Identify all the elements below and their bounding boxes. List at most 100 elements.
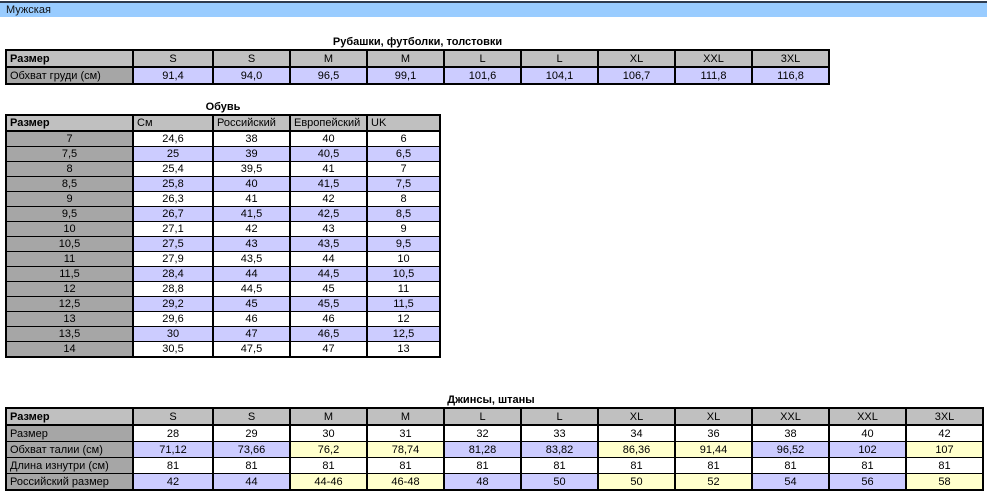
- data-cell: 34: [597, 424, 676, 442]
- data-cell: 101,6: [443, 66, 522, 85]
- data-cell: 7: [366, 161, 441, 177]
- data-cell: 47: [212, 326, 291, 342]
- shirts-table-title: Рубашки, футболки, толстовки: [332, 36, 503, 48]
- data-cell: 44,5: [289, 266, 368, 282]
- column-header-cell: L: [443, 407, 522, 426]
- data-cell: 41,5: [212, 206, 291, 222]
- column-header-cell: L: [520, 407, 599, 426]
- data-cell: 6: [366, 130, 441, 147]
- row-label-cell: 8: [5, 161, 134, 177]
- corner-header-cell: Размер: [5, 114, 134, 132]
- data-cell: 13: [366, 341, 441, 358]
- data-cell: 106,7: [597, 66, 676, 85]
- data-cell: 25,4: [132, 161, 214, 177]
- data-cell: 96,52: [751, 441, 830, 458]
- data-cell: 29: [212, 424, 291, 442]
- column-header-cell: XXL: [828, 407, 907, 426]
- table-row: 9,5 26,7 41,5 42,5 8,5: [5, 206, 441, 222]
- data-cell: 44: [212, 266, 291, 282]
- row-label-cell: 9: [5, 191, 134, 207]
- data-cell: 73,66: [212, 441, 291, 458]
- column-header-cell: M: [366, 49, 445, 68]
- row-label-cell: Длина изнутри (см): [5, 457, 134, 474]
- data-cell: 81: [520, 457, 599, 474]
- data-cell: 28,8: [132, 281, 214, 297]
- data-cell: 47,5: [212, 341, 291, 358]
- jeans-table-title: Джинсы, штаны: [447, 394, 535, 406]
- header-row: Размер S S M M L L XL XL XXL XXL 3XL: [5, 407, 984, 426]
- data-cell: 38: [212, 130, 291, 147]
- data-cell: 9,5: [366, 236, 441, 252]
- table-row: 10,5 27,5 43 43,5 9,5: [5, 236, 441, 252]
- data-cell: 107: [905, 441, 984, 458]
- data-cell: 81: [132, 457, 214, 474]
- sheet-header-label: Мужская: [6, 4, 51, 16]
- data-cell: 43,5: [289, 236, 368, 252]
- column-header-cell: S: [212, 407, 291, 426]
- table-row: 14 30,5 47,5 47 13: [5, 341, 441, 358]
- column-header-cell: S: [132, 407, 214, 426]
- data-cell: 25,8: [132, 176, 214, 192]
- data-cell: 47: [289, 341, 368, 358]
- table-row: Обхват груди (см) 91,4 94,0 96,5 99,1 101,6 10…: [5, 66, 830, 85]
- row-label-cell: 13,5: [5, 326, 134, 342]
- column-header-cell: XXL: [751, 407, 830, 426]
- data-cell: 26,3: [132, 191, 214, 207]
- shoes-table: Размер См Российский Европейский UK 7 24,6 38 40…: [5, 114, 441, 358]
- table-row: 12 28,8 44,5 45 11: [5, 281, 441, 297]
- column-header-cell: XL: [674, 407, 753, 426]
- column-header-cell: M: [289, 49, 368, 68]
- column-header-cell: XXL: [674, 49, 753, 68]
- data-cell: 33: [520, 424, 599, 442]
- data-cell: 81: [751, 457, 830, 474]
- data-cell: 27,1: [132, 221, 214, 237]
- data-cell: 27,9: [132, 251, 214, 267]
- data-cell: 43,5: [212, 251, 291, 267]
- row-label-cell: 14: [5, 341, 134, 358]
- data-cell: 58: [905, 473, 984, 491]
- data-cell: 30: [289, 424, 368, 442]
- data-cell: 32: [443, 424, 522, 442]
- table-row: 11,5 28,4 44 44,5 10,5: [5, 266, 441, 282]
- data-cell: 46,5: [289, 326, 368, 342]
- data-cell: 102: [828, 441, 907, 458]
- data-cell: 41: [212, 191, 291, 207]
- data-cell: 36: [674, 424, 753, 442]
- data-cell: 31: [366, 424, 445, 442]
- data-cell: 81,28: [443, 441, 522, 458]
- data-cell: 30,5: [132, 341, 214, 358]
- data-cell: 9: [366, 221, 441, 237]
- jeans-table: Размер S S M M L L XL XL XXL XXL 3XL Размер 28 29 30 31 3…: [5, 407, 984, 491]
- row-label-cell: 8,5: [5, 176, 134, 192]
- column-header-cell: 3XL: [905, 407, 984, 426]
- data-cell: 45: [289, 281, 368, 297]
- data-cell: 86,36: [597, 441, 676, 458]
- data-cell: 38: [751, 424, 830, 442]
- data-cell: 45: [212, 296, 291, 312]
- data-cell: 28: [132, 424, 214, 442]
- row-label-cell: 10,5: [5, 236, 134, 252]
- data-cell: 96,5: [289, 66, 368, 85]
- data-cell: 50: [520, 473, 599, 491]
- data-cell: 29,6: [132, 311, 214, 327]
- data-cell: 12,5: [366, 326, 441, 342]
- data-cell: 6,5: [366, 146, 441, 162]
- data-cell: 81: [674, 457, 753, 474]
- table-row: 8,5 25,8 40 41,5 7,5: [5, 176, 441, 192]
- column-header-cell: XL: [597, 49, 676, 68]
- data-cell: 12: [366, 311, 441, 327]
- data-cell: 46-48: [366, 473, 445, 491]
- column-header-cell: M: [366, 407, 445, 426]
- data-cell: 78,74: [366, 441, 445, 458]
- row-label-cell: 11,5: [5, 266, 134, 282]
- table-row: 8 25,4 39,5 41 7: [5, 161, 441, 177]
- data-cell: 83,82: [520, 441, 599, 458]
- data-cell: 81: [905, 457, 984, 474]
- data-cell: 42: [212, 221, 291, 237]
- column-header-cell: M: [289, 407, 368, 426]
- data-cell: 39: [212, 146, 291, 162]
- data-cell: 8,5: [366, 206, 441, 222]
- data-cell: 7,5: [366, 176, 441, 192]
- table-row: 9 26,3 41 42 8: [5, 191, 441, 207]
- data-cell: 76,2: [289, 441, 368, 458]
